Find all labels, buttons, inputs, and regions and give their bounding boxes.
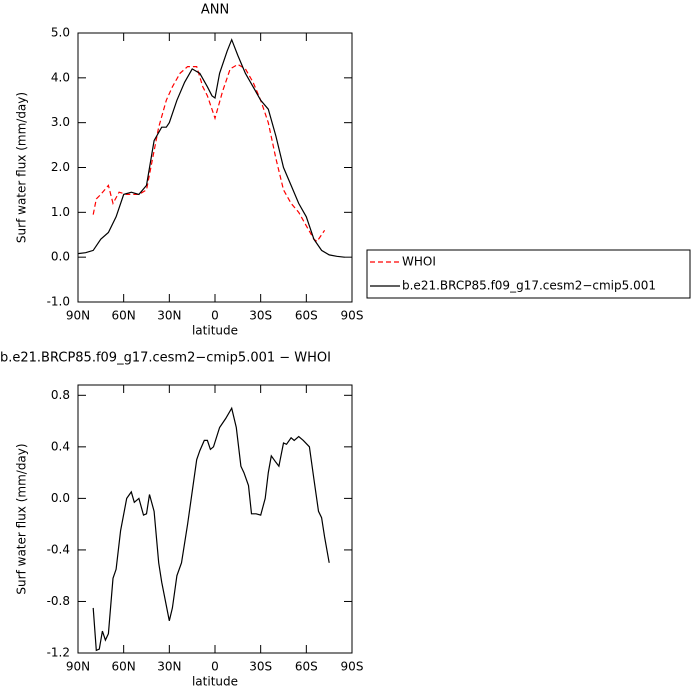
y-tick-label: 0.4	[51, 439, 70, 453]
legend-box	[366, 249, 691, 299]
y-axis-label: Surf water flux (mm/day)	[15, 443, 29, 594]
x-tick-label: 0	[211, 660, 219, 674]
x-tick-label: 60N	[112, 660, 136, 674]
y-tick-label: -0.4	[47, 542, 70, 556]
x-axis-label: latitude	[192, 675, 238, 689]
x-axis-label: latitude	[192, 324, 238, 338]
y-tick-label: -0.8	[47, 594, 70, 608]
y-tick-label: 3.0	[51, 115, 70, 129]
x-tick-label: 60S	[295, 660, 318, 674]
chart-title: b.e21.BRCP85.f09_g17.cesm2−cmip5.001 − W…	[0, 351, 331, 366]
x-tick-label: 60S	[295, 309, 318, 323]
y-axis-label: Surf water flux (mm/day)	[15, 92, 29, 243]
x-tick-label: 90S	[341, 309, 364, 323]
plot-frame	[77, 384, 353, 654]
x-tick-label: 0	[211, 309, 219, 323]
x-tick-label: 90N	[66, 309, 90, 323]
series-line	[92, 406, 330, 652]
x-tick-label: 90N	[66, 660, 90, 674]
y-tick-label: 5.0	[51, 26, 70, 40]
plot-frame	[77, 32, 353, 303]
y-tick-label: -1.2	[47, 646, 70, 660]
y-tick-label: -1.0	[47, 295, 70, 309]
y-tick-label: 2.0	[51, 160, 70, 174]
x-tick-label: 30S	[249, 309, 272, 323]
series-line	[92, 63, 326, 243]
y-tick-label: 1.0	[51, 205, 70, 219]
legend-label: b.e21.BRCP85.f09_g17.cesm2−cmip5.001	[402, 279, 656, 293]
y-tick-label: 0.0	[51, 250, 70, 264]
x-tick-label: 30N	[157, 309, 181, 323]
series-line	[77, 38, 345, 258]
chart-title: ANN	[201, 3, 229, 18]
y-tick-label: 0.8	[51, 388, 70, 402]
x-tick-label: 30S	[249, 660, 272, 674]
x-tick-label: 60N	[112, 309, 136, 323]
y-tick-label: 4.0	[51, 70, 70, 84]
x-tick-label: 30N	[157, 660, 181, 674]
y-tick-label: 0.0	[51, 491, 70, 505]
x-tick-label: 90S	[341, 660, 364, 674]
legend-label: WHOI	[402, 255, 436, 269]
